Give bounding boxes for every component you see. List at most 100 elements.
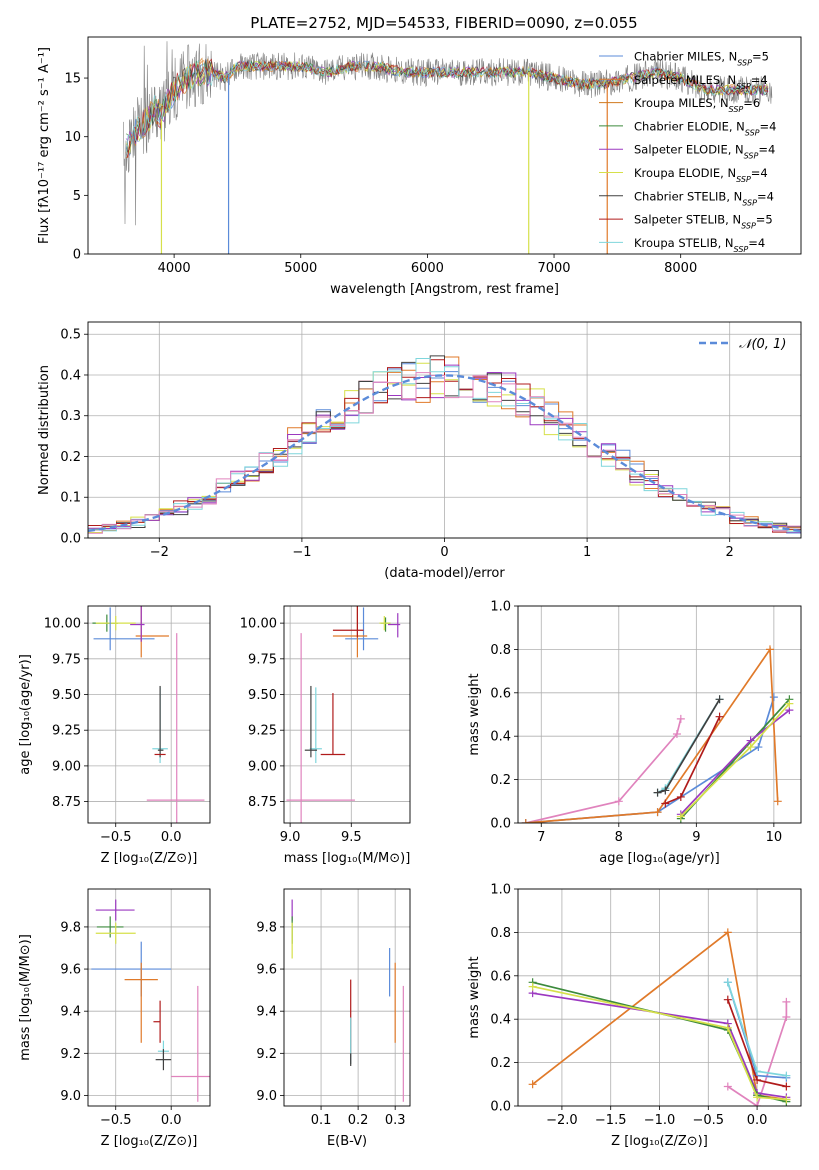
y-tick-label: 9.50 xyxy=(52,688,81,703)
y-tick-label: 9.50 xyxy=(248,688,277,703)
y-tick-label: 9.0 xyxy=(60,1089,81,1104)
y-tick-label: 0.5 xyxy=(60,328,81,343)
series-marker xyxy=(661,786,670,795)
series-marker xyxy=(614,797,623,806)
series-marker xyxy=(723,1082,732,1091)
series-marker xyxy=(765,645,774,654)
x-tick-label: −1 xyxy=(292,545,311,560)
age_vs_mass-frame xyxy=(283,605,411,824)
y-tick-label: 5 xyxy=(73,189,81,204)
residuals-xlabel: (data-model)/error xyxy=(384,566,505,581)
y-tick-label: 10.00 xyxy=(44,617,81,632)
y-tick-label: 9.00 xyxy=(52,759,81,774)
x-tick-label: 9 xyxy=(692,830,700,845)
x-tick-label: 7 xyxy=(537,830,545,845)
weight_vs_Z-xlabel: Z [log₁₀(Z/Z⊙)] xyxy=(611,1134,708,1149)
series-pink xyxy=(723,997,791,1106)
y-tick-label: 0.4 xyxy=(60,368,81,383)
error-bar-point xyxy=(332,606,368,658)
mass_vs_EBV-plot-area xyxy=(291,899,404,1102)
series-line xyxy=(525,646,779,823)
mass_vs_EBV-axes: 0.1 0.2 0.3 9.0 9.2 9.4 9.6 9.8 E(B-V) xyxy=(256,888,411,1149)
y-tick-label: 1.0 xyxy=(490,600,511,615)
spectrum-legend: Chabrier MILES, NSSP=5 Salpeter MILES, NS… xyxy=(599,50,776,253)
series-kroupa-elodie xyxy=(528,982,791,1104)
series-marker xyxy=(753,1075,762,1084)
y-tick-label: 9.2 xyxy=(256,1047,277,1062)
series-marker xyxy=(521,819,530,823)
error-bar-point xyxy=(332,606,364,638)
x-tick-label: 6000 xyxy=(411,261,444,276)
weight_vs_Z-frame xyxy=(517,888,802,1107)
x-tick-label: 4000 xyxy=(158,261,191,276)
error-bar-point xyxy=(93,607,155,651)
age_vs_mass-axes: 9.0 9.5 8.75 9.00 9.25 9.50 9.75 10.00 mass [log… xyxy=(240,605,411,866)
series-marker xyxy=(528,1080,537,1089)
mass_vs_Z-axes: −0.5 0.0 9.0 9.2 9.4 9.6 9.8 Z [log₁₀(Z/Z⊙)] mas… xyxy=(18,888,211,1149)
y-tick-label: 0.4 xyxy=(490,730,511,745)
spectrum-frame xyxy=(87,36,802,255)
weight_vs_age-frame xyxy=(517,605,802,824)
x-tick-label: 8000 xyxy=(664,261,697,276)
y-tick-label: 0.6 xyxy=(490,686,511,701)
series-marker xyxy=(769,693,778,702)
error-bar-point xyxy=(96,916,124,938)
series-marker xyxy=(676,792,685,801)
spectrum-plot-area xyxy=(123,41,773,254)
y-tick-label: 8.75 xyxy=(52,795,81,810)
series-marker xyxy=(782,997,791,1006)
y-tick-label: 1.0 xyxy=(490,883,511,898)
y-tick-label: 0.8 xyxy=(490,926,511,941)
y-tick-label: 0.0 xyxy=(490,1100,511,1115)
x-tick-label: 9.5 xyxy=(341,830,362,845)
error-bar-point xyxy=(153,1000,161,1043)
legend-label: Salpeter STELIB, NSSP=5 xyxy=(634,213,773,231)
x-tick-label: 10 xyxy=(766,830,783,845)
y-tick-label: 10.00 xyxy=(240,617,277,632)
error-bar-point xyxy=(146,633,205,823)
x-tick-label: 0.2 xyxy=(348,1113,369,1128)
series-marker xyxy=(723,928,732,937)
y-tick-label: 0.1 xyxy=(60,491,81,506)
series-kroupa-elodie xyxy=(676,699,794,821)
model-spectrum-line xyxy=(125,59,769,157)
series-line xyxy=(727,1001,788,1106)
y-tick-label: 9.6 xyxy=(60,963,81,978)
series-marker xyxy=(653,808,662,817)
y-tick-label: 9.75 xyxy=(248,652,277,667)
x-tick-label: −2.0 xyxy=(546,1113,578,1128)
figure-title: PLATE=2752, MJD=54533, FIBERID=0090, z=0… xyxy=(250,14,637,32)
series-marker xyxy=(676,812,685,821)
y-tick-label: 9.6 xyxy=(256,963,277,978)
x-tick-label: −0.5 xyxy=(100,1113,132,1128)
spectrum-ylabel: Flux [fλ10⁻¹⁷ erg cm⁻² s⁻¹ A⁻¹] xyxy=(37,47,52,244)
series-marker xyxy=(773,797,782,806)
age_vs_Z-xlabel: Z [log₁₀(Z/Z⊙)] xyxy=(101,851,198,866)
y-tick-label: 9.25 xyxy=(248,724,277,739)
x-tick-label: 0.0 xyxy=(747,1113,768,1128)
residuals-plot-area xyxy=(88,355,801,534)
histogram-step-pink xyxy=(88,372,801,534)
mass_vs_EBV-xlabel: E(B-V) xyxy=(327,1134,367,1149)
residuals-frame xyxy=(87,321,802,539)
weight_vs_age-xlabel: age [log₁₀(age/yr)] xyxy=(599,851,720,866)
residuals-ylabel: Normed distribution xyxy=(37,365,52,495)
error-bar-point xyxy=(95,899,135,921)
error-bar-point xyxy=(387,613,401,638)
weight_vs_age-axes: 7 8 9 10 0.0 0.2 0.4 0.6 0.8 1.0 age [log₁₀(age/yr… xyxy=(467,600,802,866)
error-bar-point xyxy=(304,685,318,758)
age_vs_Z-axes: −0.5 0.0 8.75 9.00 9.25 9.50 9.75 10.00 Z [log₁₀… xyxy=(18,605,211,866)
y-tick-label: 9.00 xyxy=(248,759,277,774)
y-tick-label: 8.75 xyxy=(248,795,277,810)
series-line xyxy=(532,992,787,1099)
y-tick-label: 0.2 xyxy=(490,1056,511,1071)
y-tick-label: 0.8 xyxy=(490,643,511,658)
series-salpeter-stelib xyxy=(723,995,791,1091)
x-tick-label: −1.5 xyxy=(595,1113,627,1128)
y-tick-label: 0.4 xyxy=(490,1013,511,1028)
age_vs_Z-frame xyxy=(87,605,211,824)
x-tick-label: 0.1 xyxy=(311,1113,332,1128)
legend-label: Salpeter ELODIE, NSSP=4 xyxy=(634,143,775,161)
series-marker xyxy=(782,1013,791,1022)
error-bar-point xyxy=(91,941,172,997)
